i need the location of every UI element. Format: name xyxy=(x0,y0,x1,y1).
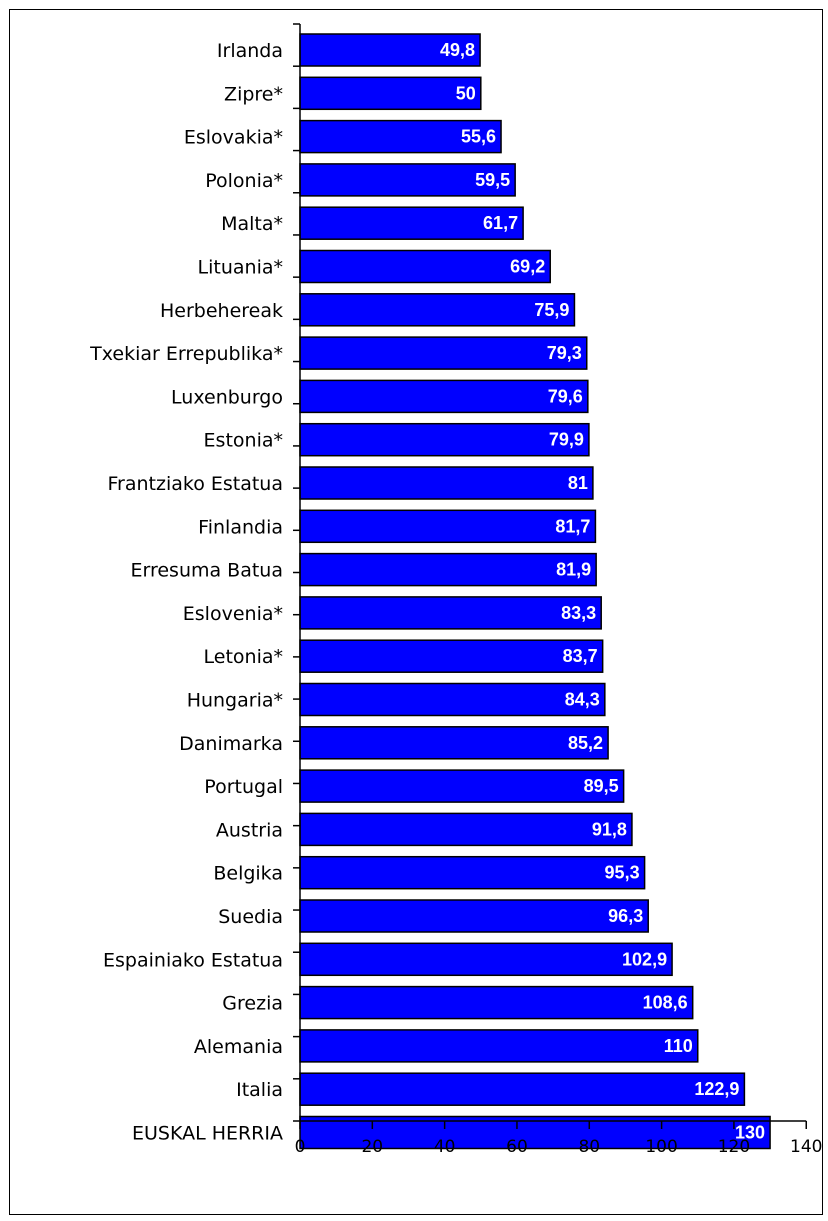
bar xyxy=(299,855,646,890)
data-label: 81 xyxy=(568,473,588,493)
data-label: 95,3 xyxy=(605,863,640,883)
data-label: 59,5 xyxy=(475,170,510,190)
data-label: 61,7 xyxy=(483,213,518,233)
category-label: Erresuma Batua xyxy=(130,560,283,582)
data-label: 50 xyxy=(456,83,476,103)
category-labels: Irlanda Zipre* Eslovakia* Polonia* Malta* Lit… xyxy=(89,40,283,1145)
x-tick-label: 60 xyxy=(506,1137,528,1157)
category-label: Herbehereak xyxy=(160,300,283,322)
category-label: Danimarka xyxy=(179,733,283,755)
data-label: 91,8 xyxy=(592,819,627,839)
bar xyxy=(299,509,597,544)
data-label: 110 xyxy=(664,1036,693,1056)
data-label: 55,6 xyxy=(461,127,496,147)
category-label: Txekiar Errepublika* xyxy=(89,343,283,365)
category-label: Italia xyxy=(236,1079,283,1101)
category-label: Grezia xyxy=(222,993,283,1015)
data-label: 79,6 xyxy=(548,386,583,406)
x-tick-label: 20 xyxy=(361,1137,383,1157)
bar xyxy=(299,206,524,240)
data-label: 75,9 xyxy=(534,300,569,320)
bar xyxy=(299,596,602,630)
data-label: 122,9 xyxy=(694,1079,739,1099)
x-tick-label: 40 xyxy=(434,1137,456,1157)
bar xyxy=(299,942,673,977)
bar xyxy=(299,293,576,327)
bar xyxy=(299,682,606,717)
data-label: 96,3 xyxy=(608,906,643,926)
category-label: EUSKAL HERRIA xyxy=(132,1123,283,1145)
bar xyxy=(299,422,590,457)
category-label: Irlanda xyxy=(217,40,283,62)
category-label: Alemania xyxy=(194,1036,283,1058)
data-label: 85,2 xyxy=(568,733,603,753)
category-label: Belgika xyxy=(213,863,283,885)
category-label: Portugal xyxy=(204,776,283,798)
bar xyxy=(299,379,589,414)
category-label: Zipre* xyxy=(224,83,283,105)
data-label: 79,9 xyxy=(549,430,584,450)
x-tick-label: 0 xyxy=(295,1137,306,1157)
axes: 0 20 40 60 80 100 120 140 xyxy=(293,23,822,1157)
x-tick-label: 100 xyxy=(645,1137,677,1157)
data-label: 83,7 xyxy=(563,646,598,666)
data-label: 102,9 xyxy=(622,949,667,969)
bar xyxy=(299,552,597,587)
data-label: 83,3 xyxy=(561,603,596,623)
data-label: 49,8 xyxy=(440,40,475,60)
bar xyxy=(299,336,588,370)
data-label: 81,7 xyxy=(555,516,590,536)
category-label: Eslovenia* xyxy=(183,603,283,625)
category-label: Malta* xyxy=(221,213,283,235)
category-label: Polonia* xyxy=(205,170,283,192)
bar xyxy=(299,726,609,760)
bar xyxy=(299,985,694,1020)
category-label: Suedia xyxy=(218,906,283,928)
bar xyxy=(299,76,482,111)
bar xyxy=(299,1029,699,1063)
category-label: Frantziako Estatua xyxy=(107,473,283,495)
data-label: 89,5 xyxy=(584,776,619,796)
category-label: Finlandia xyxy=(198,516,283,538)
category-label: Eslovakia* xyxy=(184,127,283,149)
bar xyxy=(299,1115,771,1150)
bar xyxy=(299,466,594,500)
category-label: Letonia* xyxy=(204,646,283,668)
data-label: 69,2 xyxy=(510,257,545,277)
category-label: Hungaria* xyxy=(187,690,283,712)
category-label: Luxenburgo xyxy=(171,386,283,408)
bar xyxy=(299,769,625,803)
category-label: Lituania* xyxy=(198,257,283,279)
data-label: 79,3 xyxy=(547,343,582,363)
bar xyxy=(299,639,604,673)
x-tick-label: 120 xyxy=(718,1137,750,1157)
category-label: Austria xyxy=(216,819,283,841)
data-label: 84,3 xyxy=(565,690,600,710)
bars-layer: 49,8 50 55,6 59,5 61,7 69,2 75,9 79,3 79,6 79,9 81… xyxy=(299,33,771,1150)
bar xyxy=(299,163,516,197)
bar xyxy=(299,899,649,933)
bar xyxy=(299,1072,746,1106)
data-label: 130 xyxy=(735,1123,765,1143)
category-label: Espainiako Estatua xyxy=(103,949,283,971)
category-label: Estonia* xyxy=(204,430,283,452)
bar xyxy=(299,812,633,847)
x-tick-label: 80 xyxy=(578,1137,600,1157)
x-tick-label: 140 xyxy=(790,1137,822,1157)
data-label: 81,9 xyxy=(556,560,591,580)
data-label: 108,6 xyxy=(643,993,688,1013)
bar xyxy=(299,33,481,67)
bar xyxy=(299,119,502,154)
